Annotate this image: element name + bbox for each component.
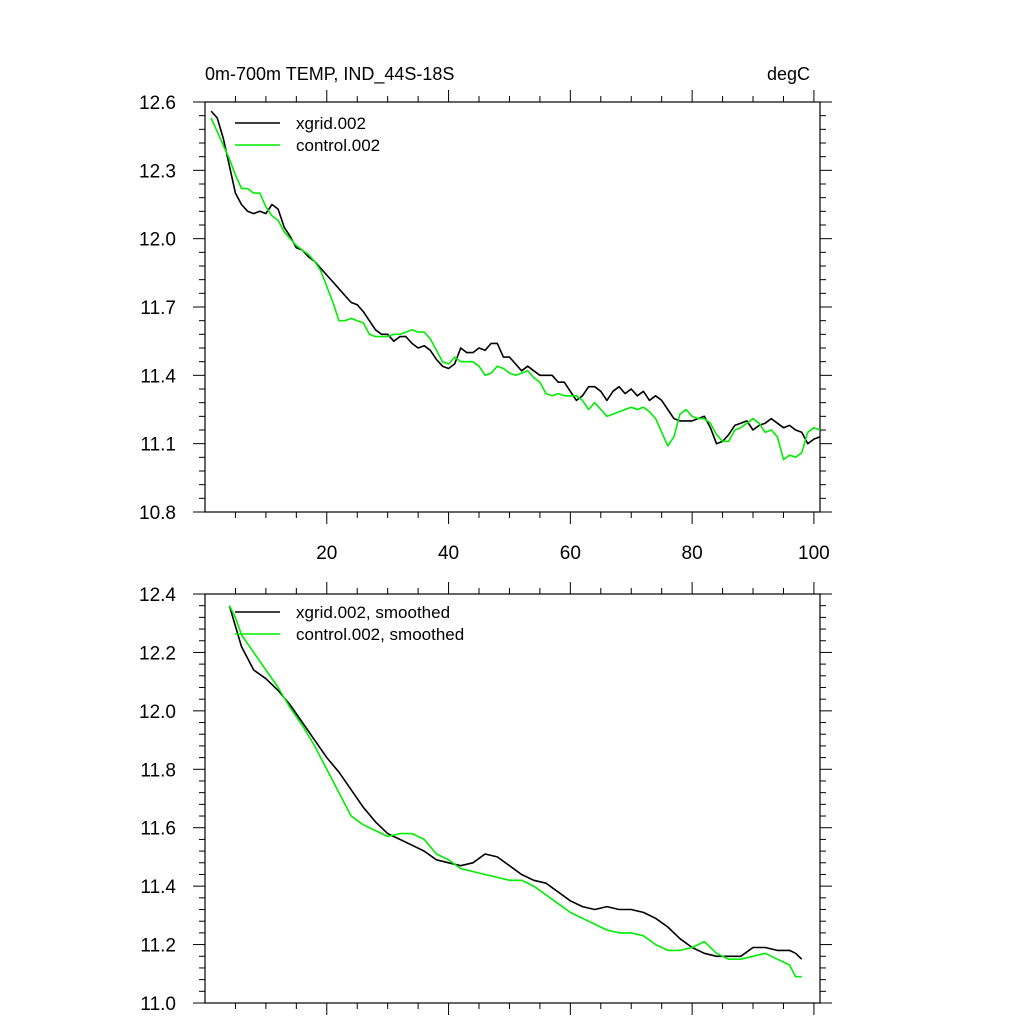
panel1-y-tick-label: 12.3	[139, 161, 176, 182]
panel1-x-tick-label: 60	[560, 543, 581, 564]
panel2-y-tick-label: 11.4	[140, 877, 176, 898]
panel1-x-tick-label: 40	[438, 543, 459, 564]
panel1-x-tick-label: 100	[798, 543, 830, 564]
panel1-y-tick-label: 10.8	[139, 503, 176, 524]
panel1-series-line-2	[210, 117, 821, 461]
panel2-plot-frame	[204, 593, 821, 1004]
panel1-chart: 10.8 11.1 11.4 11.7 12.0 12.3 12.6 20 40 60 80 100 0…	[139, 64, 832, 564]
panel1-title: 0m-700m TEMP, IND_44S-18S	[205, 64, 454, 85]
panel2-legend-label-1: xgrid.002, smoothed	[296, 603, 450, 622]
panel1-y-tick-label: 12.0	[139, 230, 176, 251]
panel2-y-tick-label: 11.0	[140, 994, 176, 1015]
panel1-x-tick-label: 20	[316, 543, 337, 564]
panel1-y-tick-label: 11.7	[140, 298, 176, 319]
panel1-x-tick-label: 80	[682, 543, 703, 564]
panel1-legend-label-2: control.002	[296, 136, 380, 155]
panel1-y-tick-label: 11.4	[140, 366, 176, 387]
panel1-y-tick-label: 11.1	[140, 435, 176, 456]
panel1-y-tick-label: 12.6	[139, 93, 176, 114]
panel2-y-tick-label: 12.0	[139, 702, 176, 723]
panel2-series-line-1	[228, 605, 803, 960]
panel2-y-tick-label: 11.6	[140, 819, 176, 840]
panel2-y-tick-label: 11.8	[140, 760, 176, 781]
panel2-y-tick-label: 11.2	[140, 936, 176, 957]
panel1-units-label: degC	[767, 64, 810, 84]
panel2-y-tick-label: 12.2	[139, 643, 176, 664]
panel1-plot-frame	[204, 101, 821, 513]
panel1-series-line-1	[210, 110, 821, 445]
panel2-series-line-2	[228, 605, 802, 978]
panel2-y-tick-label: 12.4	[139, 585, 176, 606]
panel1-legend-label-1: xgrid.002	[296, 114, 366, 133]
panel2-legend-label-2: control.002, smoothed	[296, 625, 464, 644]
panel2-chart: 11.0 11.2 11.4 11.6 11.8 12.0 12.2 12.4 xgrid.00…	[139, 582, 832, 1015]
